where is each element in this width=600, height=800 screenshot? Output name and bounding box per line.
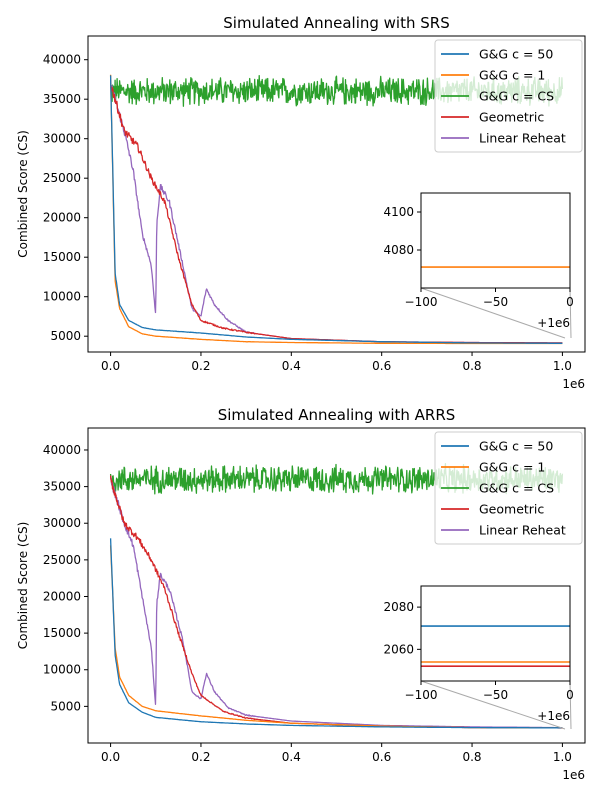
y-axis-label: Combined Score (CS) <box>16 130 30 258</box>
inset-x-tick-label: 0 <box>566 688 574 702</box>
legend-label: G&G c = 50 <box>479 439 553 454</box>
y-tick-label: 40000 <box>43 443 81 457</box>
x-tick-label: 0.4 <box>282 359 301 373</box>
x-offset-label: 1e6 <box>562 377 585 391</box>
y-tick-label: 15000 <box>43 626 81 640</box>
inset-connector <box>420 287 566 339</box>
inset-x-tick-label: −50 <box>483 295 508 309</box>
inset-x-tick-label: −100 <box>405 688 438 702</box>
x-tick-label: 0.2 <box>191 359 210 373</box>
legend-label: G&G c = CS <box>479 89 554 104</box>
legend-label: Linear Reheat <box>479 131 566 146</box>
y-tick-label: 35000 <box>43 92 81 106</box>
inset-connector <box>420 680 566 730</box>
inset-axes: −100 −50 0 +1e6 4080 4100 <box>383 192 574 330</box>
y-axis-label: Combined Score (CS) <box>16 522 30 650</box>
x-tick-label: 0.0 <box>101 750 120 764</box>
x-tick-label: 0.8 <box>462 359 481 373</box>
chart-panel-1: Simulated Annealing with SRS 0.0 0.2 0.4 0.6… <box>16 14 586 391</box>
inset-connector <box>569 680 572 730</box>
inset-y-tick-label: 4100 <box>383 205 414 219</box>
y-tick-label: 30000 <box>43 516 81 530</box>
y-tick-label: 20000 <box>43 211 81 225</box>
inset-axes: −100 −50 0 +1e6 2060 2080 <box>383 585 574 723</box>
legend-box <box>434 431 583 545</box>
inset-x-tick-label: −100 <box>405 295 438 309</box>
legend: G&G c = 50 G&G c = 1 G&G c = CS Geometric Li… <box>434 39 583 153</box>
legend-label: Geometric <box>479 110 544 125</box>
x-tick-label: 1.0 <box>553 750 572 764</box>
inset-background <box>421 586 570 681</box>
chart-title: Simulated Annealing with ARRS <box>218 406 456 424</box>
legend-label: G&G c = 1 <box>479 68 545 83</box>
y-tick-label: 25000 <box>43 553 81 567</box>
series-line-linear-reheat <box>109 475 563 729</box>
inset-connector <box>569 287 572 339</box>
x-tick-label: 0.2 <box>191 750 210 764</box>
y-tick-label: 30000 <box>43 132 81 146</box>
inset-x-tick-label: 0 <box>566 295 574 309</box>
inset-offset-label: +1e6 <box>537 316 570 330</box>
y-tick-label: 40000 <box>43 53 81 67</box>
x-tick-label: 0.6 <box>372 750 391 764</box>
legend-label: Linear Reheat <box>479 523 566 538</box>
x-tick-label: 0.8 <box>462 750 481 764</box>
chart-title: Simulated Annealing with SRS <box>223 14 449 32</box>
x-tick-label: 0.0 <box>101 359 120 373</box>
legend-label: G&G c = 50 <box>479 47 553 62</box>
y-tick-label: 35000 <box>43 480 81 494</box>
plot-area <box>109 463 564 729</box>
legend-label: G&G c = CS <box>479 481 554 496</box>
axes-frame <box>87 427 586 744</box>
legend-label: G&G c = 1 <box>479 460 545 475</box>
inset-y-tick-label: 2080 <box>383 600 414 614</box>
axes-frame <box>87 35 586 353</box>
inset-y-tick-label: 4080 <box>383 243 414 257</box>
legend-box <box>434 39 583 153</box>
x-tick-label: 0.6 <box>372 359 391 373</box>
y-tick-label: 5000 <box>50 329 81 343</box>
y-tick-label: 10000 <box>43 290 81 304</box>
y-tick-label: 25000 <box>43 171 81 185</box>
chart-panel-2: Simulated Annealing with ARRS 0.0 0.2 0.4 0.… <box>16 406 586 782</box>
y-tick-label: 10000 <box>43 663 81 677</box>
y-tick-label: 5000 <box>50 699 81 713</box>
series-line-g-g-c-50 <box>109 75 563 344</box>
x-tick-label: 1.0 <box>553 359 572 373</box>
inset-x-tick-label: −50 <box>483 688 508 702</box>
y-tick-label: 20000 <box>43 589 81 603</box>
x-tick-label: 0.4 <box>282 750 301 764</box>
inset-y-tick-label: 2060 <box>383 642 414 656</box>
legend: G&G c = 50 G&G c = 1 G&G c = CS Geometric Li… <box>434 431 583 545</box>
legend-label: Geometric <box>479 502 544 517</box>
x-offset-label: 1e6 <box>562 768 585 782</box>
inset-background <box>421 193 570 288</box>
y-tick-label: 15000 <box>43 250 81 264</box>
series-line-g-g-c-50 <box>109 538 563 729</box>
inset-offset-label: +1e6 <box>537 709 570 723</box>
